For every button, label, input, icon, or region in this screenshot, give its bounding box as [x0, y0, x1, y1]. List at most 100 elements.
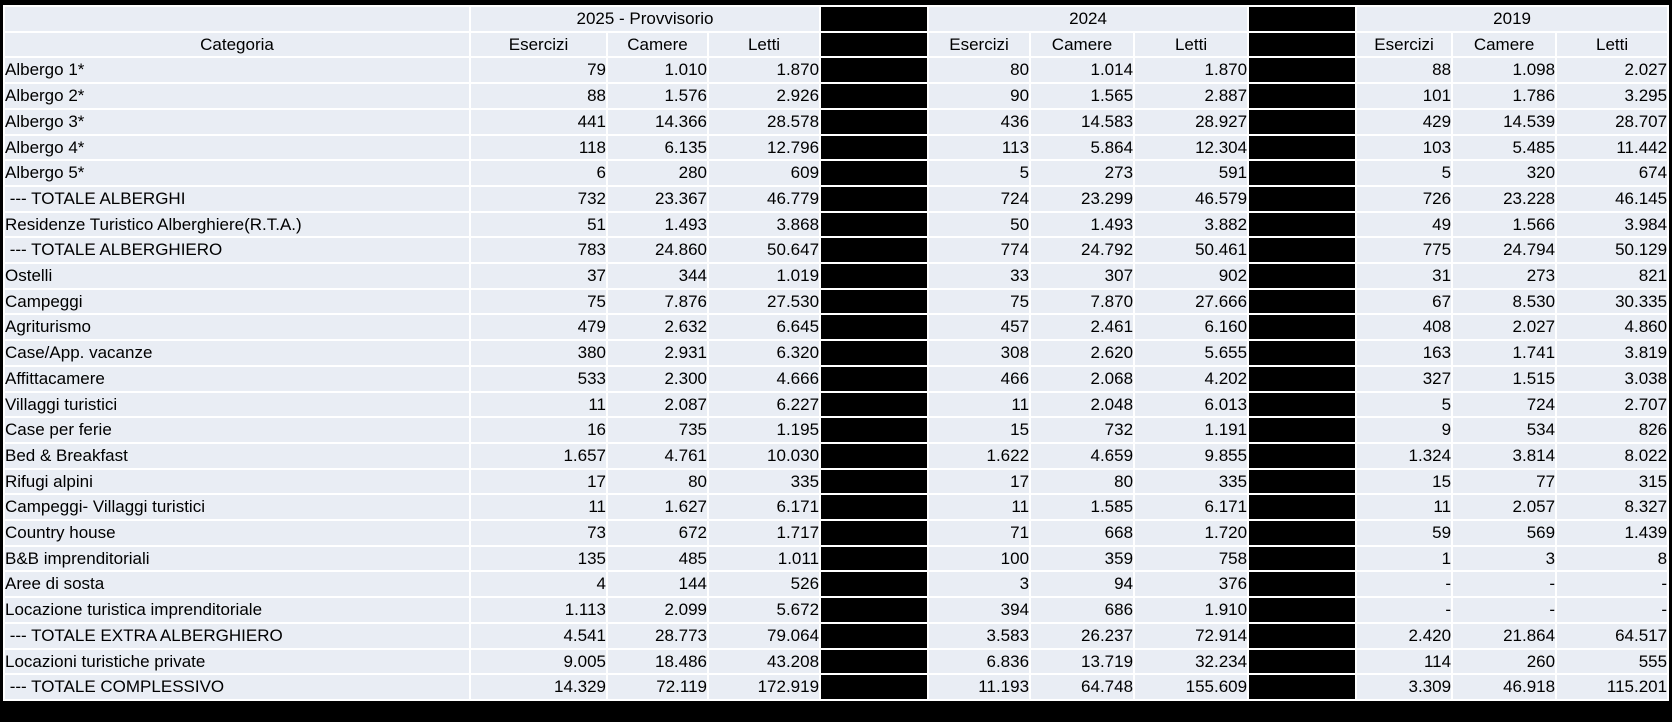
table-header: 2025 - Provvisorio 2024 2019 Categoria Ese…: [5, 7, 1668, 57]
value-cell-esercizi: 3.309: [1357, 675, 1452, 699]
redacted-cell: [1249, 186, 1356, 211]
table-row: Villaggi turistici 11 2.087 6.227 11 2.048 6.0…: [5, 392, 1668, 417]
redacted-cell: [821, 341, 928, 365]
value-cell-camere: 94: [1031, 572, 1134, 597]
year-header-2025: 2025 - Provvisorio: [471, 7, 820, 31]
value-cell-camere: 1.014: [1031, 58, 1134, 83]
value-cell-esercizi: 49: [1357, 212, 1452, 237]
value-cell-camere: 2.027: [1453, 315, 1556, 340]
value-cell-esercizi: 783: [471, 238, 606, 263]
value-cell-esercizi: 4: [471, 572, 606, 597]
value-cell-letti: 50.461: [1135, 238, 1248, 263]
value-cell-esercizi: 11: [1357, 495, 1452, 520]
value-cell-camere: 80: [1031, 469, 1134, 494]
value-cell-esercizi: 88: [471, 84, 606, 108]
categoria-cell: Albergo 4*: [5, 135, 469, 160]
value-cell-letti: 758: [1135, 546, 1248, 571]
value-cell-camere: 64.748: [1031, 675, 1134, 699]
categoria-cell: Case/App. vacanze: [5, 341, 469, 365]
value-cell-esercizi: 90: [929, 84, 1030, 108]
table-row: Case/App. vacanze 380 2.931 6.320 308 2.620 5.…: [5, 341, 1668, 365]
redacted-cell: [821, 264, 928, 288]
value-cell-camere: 280: [608, 161, 707, 185]
redacted-cell: [1249, 58, 1356, 83]
value-cell-esercizi: 775: [1357, 238, 1452, 263]
value-cell-camere: 24.792: [1031, 238, 1134, 263]
value-cell-camere: 1.585: [1031, 495, 1134, 520]
redacted-cell: [1249, 443, 1356, 468]
value-cell-letti: 27.530: [709, 289, 820, 314]
value-cell-esercizi: 5: [1357, 161, 1452, 185]
value-cell-esercizi: 37: [471, 264, 606, 288]
value-cell-esercizi: 380: [471, 341, 606, 365]
value-cell-letti: 4.202: [1135, 366, 1248, 391]
redacted-cell: [821, 675, 928, 699]
value-cell-letti: 335: [1135, 469, 1248, 494]
value-cell-camere: 14.539: [1453, 109, 1556, 134]
value-cell-camere: 1.493: [608, 212, 707, 237]
value-cell-esercizi: 16: [471, 418, 606, 442]
value-cell-letti: 10.030: [709, 443, 820, 468]
value-cell-camere: 23.367: [608, 186, 707, 211]
value-cell-letti: 12.304: [1135, 135, 1248, 160]
value-cell-esercizi: 1.324: [1357, 443, 1452, 468]
categoria-cell: Albergo 3*: [5, 109, 469, 134]
value-cell-camere: 1.627: [608, 495, 707, 520]
table-row: Residenze Turistico Alberghiere(R.T.A.) 5…: [5, 212, 1668, 237]
value-cell-letti: 1.910: [1135, 598, 1248, 622]
value-cell-letti: 3.295: [1557, 84, 1668, 108]
categoria-cell: --- TOTALE COMPLESSIVO: [5, 675, 469, 699]
table-row: Affittacamere 533 2.300 4.666 466 2.068 4.202 3…: [5, 366, 1668, 391]
categoria-cell: Case per ferie: [5, 418, 469, 442]
value-cell-esercizi: 17: [471, 469, 606, 494]
value-cell-esercizi: 15: [929, 418, 1030, 442]
value-cell-esercizi: 75: [929, 289, 1030, 314]
accommodation-statistics-table: 2025 - Provvisorio 2024 2019 Categoria Ese…: [3, 5, 1670, 701]
value-cell-esercizi: 466: [929, 366, 1030, 391]
categoria-header: Categoria: [5, 32, 469, 57]
value-cell-camere: 144: [608, 572, 707, 597]
redacted-cell: [821, 238, 928, 263]
value-cell-camere: 23.299: [1031, 186, 1134, 211]
value-cell-letti: 315: [1557, 469, 1668, 494]
col-header-esercizi: Esercizi: [471, 32, 606, 57]
redacted-cell: [821, 649, 928, 674]
value-cell-letti: 902: [1135, 264, 1248, 288]
value-cell-letti: 30.335: [1557, 289, 1668, 314]
value-cell-camere: 2.632: [608, 315, 707, 340]
table-row: Locazione turistica imprenditoriale 1.113…: [5, 598, 1668, 622]
value-cell-esercizi: 394: [929, 598, 1030, 622]
value-cell-letti: 1.720: [1135, 521, 1248, 545]
value-cell-camere: 7.870: [1031, 289, 1134, 314]
redacted-cell: [1249, 495, 1356, 520]
value-cell-camere: 7.876: [608, 289, 707, 314]
value-cell-camere: 46.918: [1453, 675, 1556, 699]
value-cell-esercizi: 71: [929, 521, 1030, 545]
value-cell-letti: 6.171: [709, 495, 820, 520]
col-header-esercizi: Esercizi: [929, 32, 1030, 57]
value-cell-camere: 534: [1453, 418, 1556, 442]
value-cell-letti: 3.882: [1135, 212, 1248, 237]
redacted-cell: [821, 84, 928, 108]
value-cell-letti: 1.870: [709, 58, 820, 83]
value-cell-camere: 28.773: [608, 623, 707, 648]
value-cell-camere: 5.485: [1453, 135, 1556, 160]
value-cell-esercizi: -: [1357, 572, 1452, 597]
categoria-cell: Aree di sosta: [5, 572, 469, 597]
value-cell-esercizi: 114: [1357, 649, 1452, 674]
value-cell-letti: 1.191: [1135, 418, 1248, 442]
value-cell-camere: 3: [1453, 546, 1556, 571]
value-cell-letti: 3.038: [1557, 366, 1668, 391]
redacted-cell: [1249, 289, 1356, 314]
value-cell-letti: 46.145: [1557, 186, 1668, 211]
redacted-cell: [1249, 264, 1356, 288]
categoria-cell: Villaggi turistici: [5, 392, 469, 417]
value-cell-esercizi: 11: [471, 495, 606, 520]
value-cell-esercizi: 1.657: [471, 443, 606, 468]
value-cell-camere: 13.719: [1031, 649, 1134, 674]
categoria-cell: Campeggi- Villaggi turistici: [5, 495, 469, 520]
value-cell-camere: 2.931: [608, 341, 707, 365]
value-cell-esercizi: 436: [929, 109, 1030, 134]
value-cell-esercizi: 11.193: [929, 675, 1030, 699]
value-cell-camere: 14.583: [1031, 109, 1134, 134]
